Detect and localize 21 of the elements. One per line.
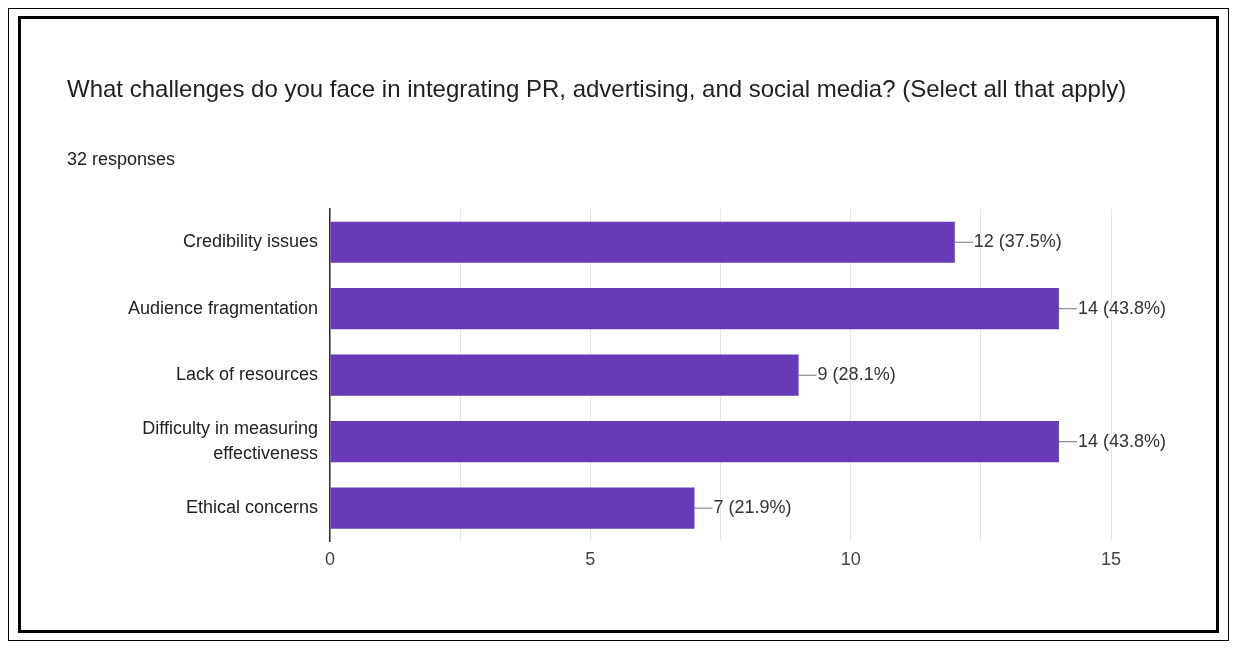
y-tick-label: Ethical concerns [185, 497, 318, 518]
y-tick-label: Lack of resources [175, 364, 318, 385]
data-label: 14 (43.8%) [1077, 297, 1166, 318]
bar [330, 221, 955, 263]
data-label: 14 (43.8%) [1077, 430, 1166, 451]
x-tick-label: 0 [324, 549, 336, 570]
bar [330, 487, 695, 529]
data-label: 12 (37.5%) [973, 231, 1062, 252]
x-tick-label: 15 [1100, 549, 1122, 570]
y-tick-label: Credibility issues [182, 231, 318, 252]
data-label: 9 (28.1%) [817, 364, 896, 385]
chart-title: What challenges do you face in integrating PR, advertising, and social media? (Select all that apply) [67, 74, 1128, 104]
x-tick-label: 10 [840, 549, 861, 570]
bar [330, 354, 799, 396]
bar [330, 421, 1059, 463]
text: 32 responses [67, 149, 176, 170]
bar [330, 288, 1059, 330]
x-tick-label: 5 [585, 549, 596, 570]
data-label: 7 (21.9%) [713, 497, 792, 518]
y-tick-label: Difficulty in measuring effectiveness [142, 418, 318, 464]
y-tick-label: Audience fragmentation [127, 297, 318, 318]
